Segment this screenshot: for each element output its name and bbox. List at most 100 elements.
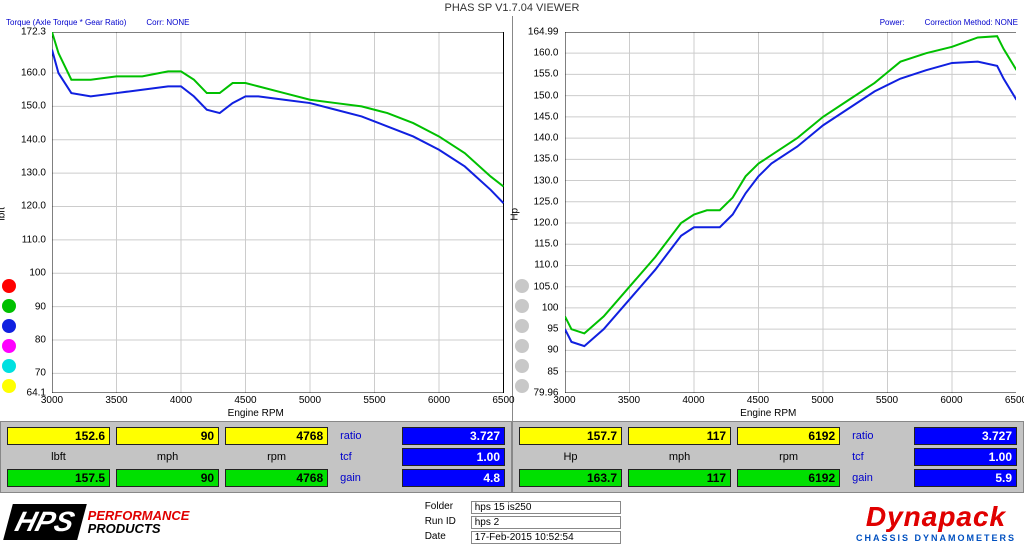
y-tick: 80 (35, 334, 46, 345)
x-tick: 3000 (553, 395, 575, 406)
dynapack-logo: Dynapack CHASSIS DYNAMOMETERS (856, 501, 1016, 543)
hp-legend-dots (515, 279, 529, 393)
hp-chart-header: Power: Correction Method: NONE (513, 16, 1024, 29)
x-tick: 3000 (41, 395, 63, 406)
y-tick: 120.0 (21, 201, 46, 212)
y-tick: 150.0 (21, 101, 46, 112)
stat-val: 5.9 (914, 469, 1017, 487)
footer: HPS PERFORMANCE PRODUCTS Folder hps 15 i… (0, 493, 1024, 551)
stat-label-ratio: ratio (846, 430, 908, 442)
stat-val: 152.6 (7, 427, 110, 445)
y-tick: 125.0 (533, 196, 558, 207)
stat-unit: rpm (737, 451, 840, 463)
stat-val: 3.727 (402, 427, 505, 445)
hp-chart-svg (565, 32, 1017, 393)
meta-date-value: 17-Feb-2015 10:52:54 (471, 531, 621, 544)
x-tick: 6500 (1005, 395, 1024, 406)
stat-val: 4768 (225, 427, 328, 445)
stat-val: 163.7 (519, 469, 622, 487)
hps-mark: HPS (3, 504, 86, 540)
x-tick: 6000 (940, 395, 962, 406)
stat-val: 6192 (737, 427, 840, 445)
charts-row: Torque (Axle Torque * Gear Ratio) Corr: … (0, 16, 1024, 421)
y-tick: 130.0 (533, 175, 558, 186)
y-tick: 135.0 (533, 154, 558, 165)
y-tick: 90 (35, 301, 46, 312)
torque-header-2: Corr: NONE (146, 18, 189, 27)
stats-left: 152.6 90 4768 ratio 3.727 lbft mph rpm t… (0, 421, 512, 493)
stat-val: 4768 (225, 469, 328, 487)
stat-val: 90 (116, 427, 219, 445)
torque-x-ticks: 30003500400045005000550060006500 (52, 395, 504, 407)
legend-dot-icon (515, 279, 529, 293)
legend-dot-icon (2, 379, 16, 393)
y-tick: 155.0 (533, 69, 558, 80)
x-tick: 4500 (234, 395, 256, 406)
y-tick: 172.3 (21, 27, 46, 38)
y-tick: 160.0 (21, 68, 46, 79)
stat-val: 6192 (737, 469, 840, 487)
y-tick: 164.99 (528, 27, 559, 38)
torque-x-label: Engine RPM (228, 408, 284, 419)
meta-runid-label: Run ID (425, 516, 467, 529)
legend-dot-icon (515, 339, 529, 353)
y-tick: 130.0 (21, 168, 46, 179)
legend-dot-icon (2, 339, 16, 353)
legend-dot-icon (515, 379, 529, 393)
x-tick: 4000 (170, 395, 192, 406)
legend-dot-icon (2, 319, 16, 333)
stat-label-ratio: ratio (334, 430, 396, 442)
legend-dot-icon (515, 299, 529, 313)
app-title: PHAS SP V1.7.04 VIEWER (0, 0, 1024, 16)
torque-chart-panel: Torque (Axle Torque * Gear Ratio) Corr: … (0, 16, 513, 421)
y-tick: 110.0 (534, 260, 558, 271)
legend-dot-icon (2, 359, 16, 373)
hps-line2: PRODUCTS (88, 521, 161, 536)
stat-label-gain: gain (334, 472, 396, 484)
legend-dot-icon (515, 359, 529, 373)
x-tick: 5500 (876, 395, 898, 406)
stat-val: 157.7 (519, 427, 622, 445)
y-tick: 120.0 (533, 218, 558, 229)
y-tick: 95 (547, 324, 558, 335)
legend-dot-icon (515, 319, 529, 333)
stat-val: 157.5 (7, 469, 110, 487)
meta-folder-value: hps 15 is250 (471, 501, 621, 514)
x-tick: 4500 (747, 395, 769, 406)
y-tick: 100 (29, 268, 46, 279)
torque-plot-area (52, 32, 504, 393)
x-tick: 3500 (618, 395, 640, 406)
y-tick: 140.0 (533, 133, 558, 144)
meta-folder-label: Folder (425, 501, 467, 514)
x-tick: 6500 (492, 395, 514, 406)
stat-val: 117 (628, 469, 731, 487)
hp-header-1: Power: (880, 18, 905, 27)
hp-plot-area (565, 32, 1017, 393)
y-tick: 160.0 (533, 48, 558, 59)
x-tick: 5000 (299, 395, 321, 406)
stats-right: 157.7 117 6192 ratio 3.727 Hp mph rpm tc… (512, 421, 1024, 493)
legend-dot-icon (2, 299, 16, 313)
torque-chart-svg (52, 32, 504, 393)
stat-val: 1.00 (402, 448, 505, 466)
stat-val: 3.727 (914, 427, 1017, 445)
stat-unit: mph (116, 451, 219, 463)
hp-x-ticks: 30003500400045005000550060006500 (565, 395, 1017, 407)
stats-row: 152.6 90 4768 ratio 3.727 lbft mph rpm t… (0, 421, 1024, 493)
y-tick: 110.0 (22, 234, 46, 245)
y-tick: 140.0 (21, 134, 46, 145)
hp-header-2: Correction Method: NONE (925, 18, 1018, 27)
stat-unit: mph (628, 451, 731, 463)
torque-legend-dots (2, 279, 16, 393)
y-tick: 90 (547, 345, 558, 356)
meta-box: Folder hps 15 is250 Run ID hps 2 Date 17… (425, 501, 621, 544)
stat-unit: lbft (7, 451, 110, 463)
x-tick: 4000 (682, 395, 704, 406)
stat-label-tcf: tcf (334, 451, 396, 463)
stat-label-tcf: tcf (846, 451, 908, 463)
x-tick: 6000 (428, 395, 450, 406)
y-tick: 150.0 (533, 90, 558, 101)
y-tick: 105.0 (533, 281, 558, 292)
dynapack-word: Dynapack (866, 501, 1006, 533)
y-tick: 115.0 (534, 239, 558, 250)
